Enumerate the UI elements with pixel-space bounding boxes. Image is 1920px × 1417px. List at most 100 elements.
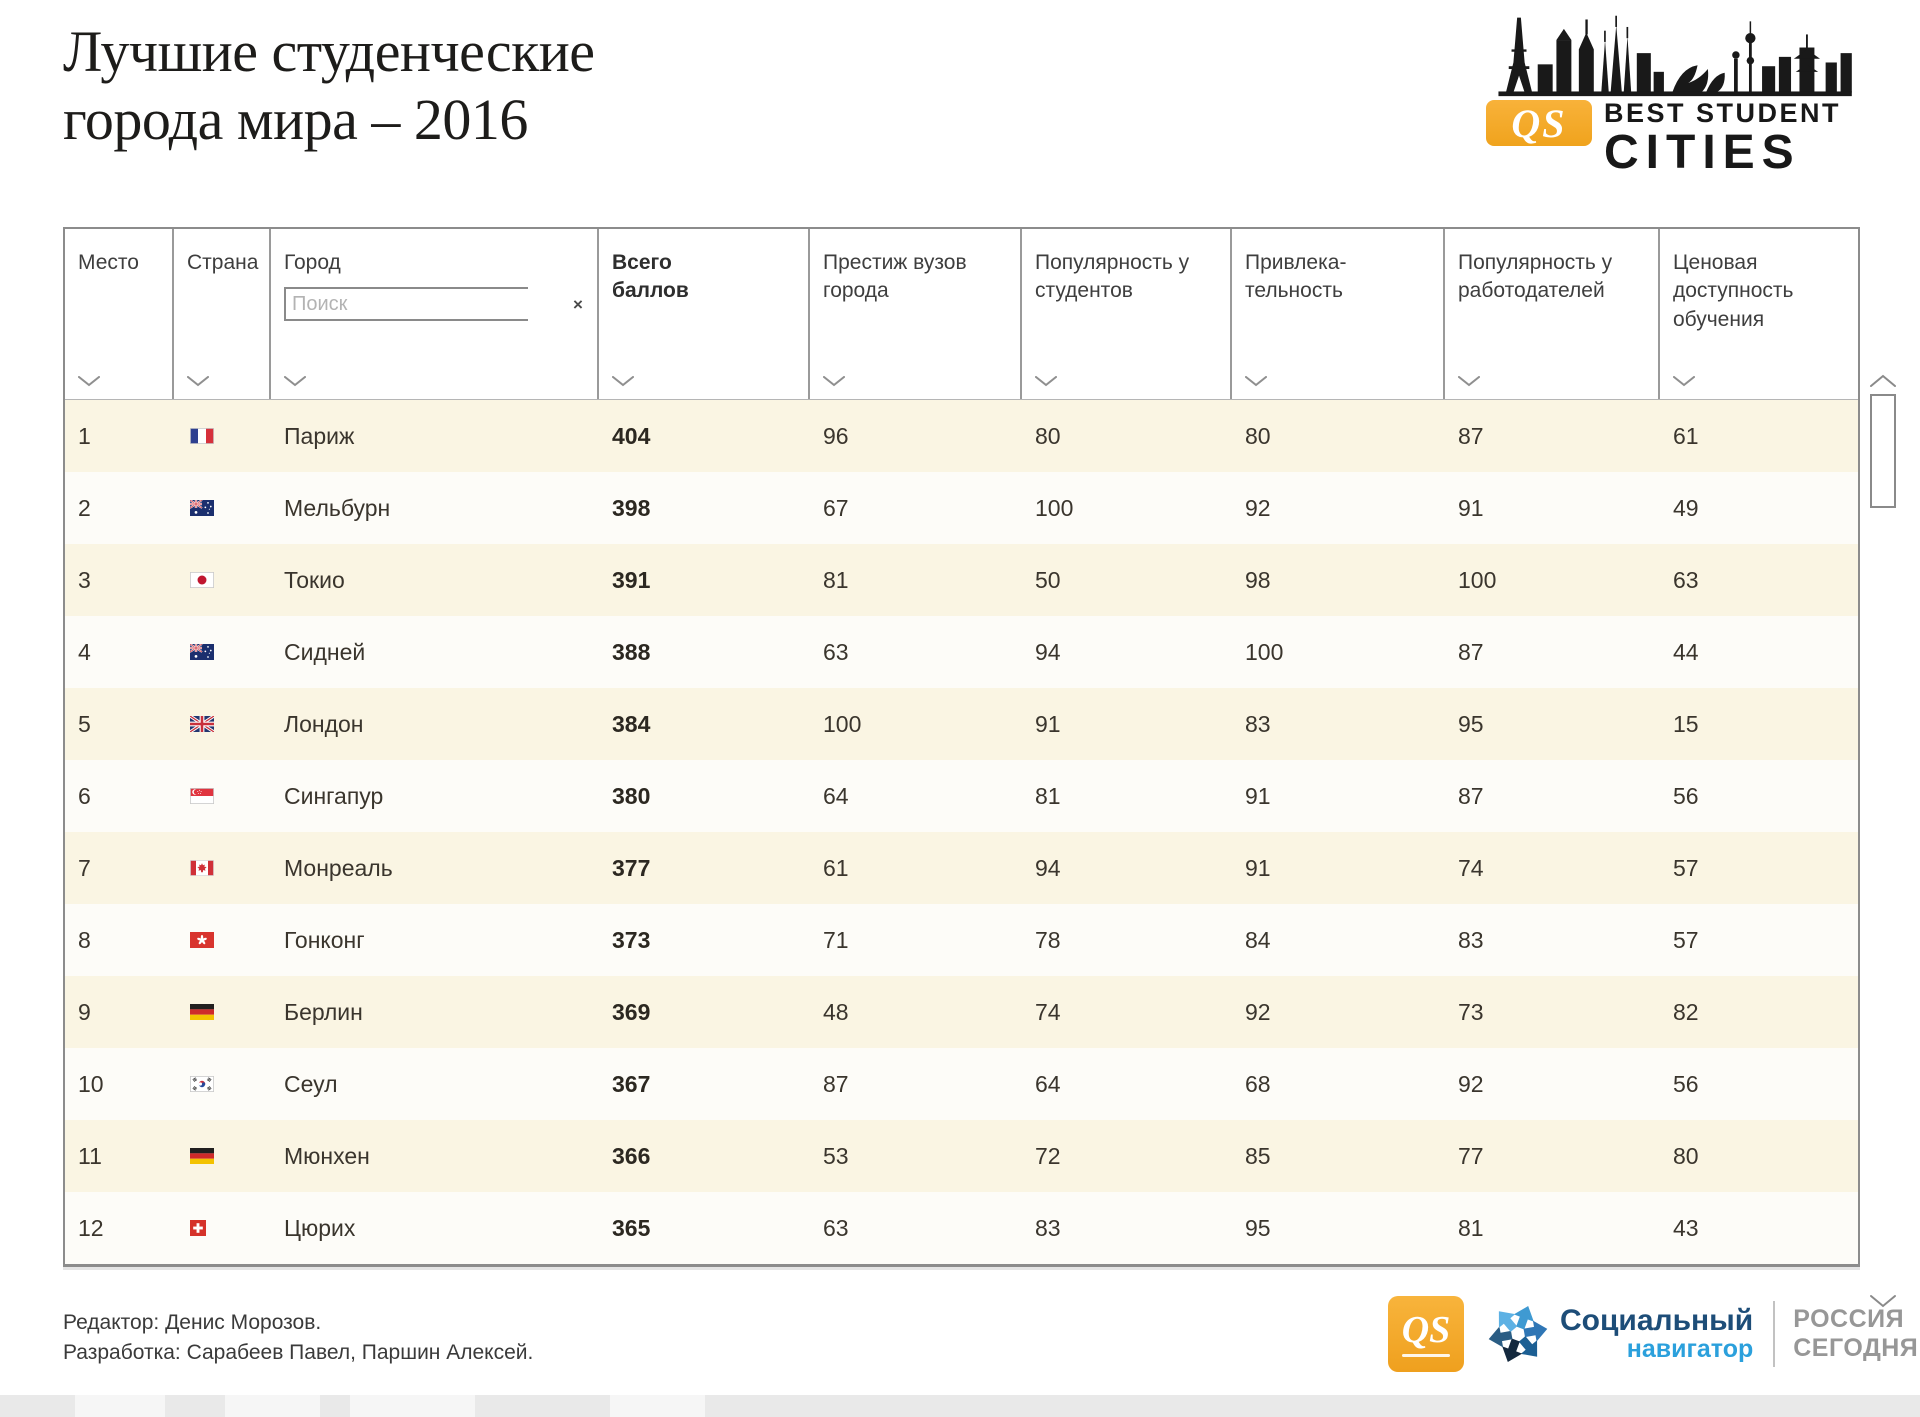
clear-search-icon[interactable]: × bbox=[573, 294, 583, 314]
employer-popularity-cell: 83 bbox=[1458, 926, 1484, 953]
city-cell: Берлин bbox=[284, 998, 363, 1025]
column-header-country[interactable]: Страна bbox=[174, 229, 271, 399]
city-cell: Мюнхен bbox=[284, 1142, 370, 1169]
column-header-rank[interactable]: Место bbox=[65, 229, 174, 399]
sort-chevron-down-icon[interactable] bbox=[187, 376, 209, 387]
footer-logos: QS Социальный навигатор РОССИЯ СЕГОДНЯ bbox=[1388, 1296, 1918, 1372]
sort-chevron-down-icon[interactable] bbox=[78, 376, 100, 387]
qs-badge-text: QS bbox=[1511, 100, 1567, 146]
student-popularity-cell: 91 bbox=[1035, 710, 1061, 737]
sort-chevron-down-icon[interactable] bbox=[1673, 376, 1695, 387]
total-score-cell: 380 bbox=[612, 782, 651, 809]
employer-popularity-cell: 77 bbox=[1458, 1142, 1484, 1169]
affordability-cell: 63 bbox=[1673, 566, 1699, 593]
country-flag-icon bbox=[174, 1004, 271, 1020]
table-row: 12 Цюрих 365 63 83 95 81 43 bbox=[65, 1192, 1858, 1264]
column-label: Место bbox=[78, 251, 139, 274]
sort-chevron-down-icon[interactable] bbox=[284, 376, 306, 387]
column-header-attractiveness[interactable]: Привлека- тельность bbox=[1232, 229, 1445, 399]
column-header-total[interactable]: Всего баллов bbox=[599, 229, 810, 399]
column-label: Популярность у студентов bbox=[1035, 251, 1190, 303]
country-flag-icon bbox=[174, 1148, 271, 1164]
total-score-cell: 366 bbox=[612, 1142, 651, 1169]
employer-popularity-cell: 95 bbox=[1458, 710, 1484, 737]
employer-popularity-cell: 92 bbox=[1458, 1070, 1484, 1097]
country-flag-icon bbox=[174, 500, 271, 516]
column-header-affordability[interactable]: Ценовая доступность обучения bbox=[1660, 229, 1858, 399]
table-row: 10 Сеул 367 87 64 68 92 56 bbox=[65, 1048, 1858, 1120]
table-row: 6 Сингапур 380 64 81 91 87 56 bbox=[65, 760, 1858, 832]
employer-popularity-cell: 73 bbox=[1458, 998, 1484, 1025]
country-flag-icon bbox=[174, 428, 271, 444]
country-flag-icon bbox=[174, 932, 271, 948]
affordability-cell: 56 bbox=[1673, 1070, 1699, 1097]
column-header-employer-popularity[interactable]: Популярность у работодателей bbox=[1445, 229, 1660, 399]
affordability-cell: 57 bbox=[1673, 854, 1699, 881]
table-row: 4 Сидней 388 63 94 100 87 44 bbox=[65, 616, 1858, 688]
prestige-cell: 63 bbox=[823, 1214, 849, 1241]
sort-chevron-down-icon[interactable] bbox=[1245, 376, 1267, 387]
affordability-cell: 82 bbox=[1673, 998, 1699, 1025]
column-header-prestige[interactable]: Престиж вузов города bbox=[810, 229, 1022, 399]
credits: Редактор: Денис Морозов. Разработка: Сар… bbox=[63, 1308, 533, 1369]
vertical-scrollbar bbox=[1864, 374, 1902, 1308]
attractiveness-cell: 83 bbox=[1245, 710, 1271, 737]
scrollbar-thumb[interactable] bbox=[1870, 394, 1896, 508]
qs-badge: QS bbox=[1486, 100, 1592, 146]
column-header-student-popularity[interactable]: Популярность у студентов bbox=[1022, 229, 1232, 399]
total-score-cell: 391 bbox=[612, 566, 651, 593]
prestige-cell: 48 bbox=[823, 998, 849, 1025]
city-search-input[interactable] bbox=[286, 289, 563, 320]
credit-developers: Разработка: Сарабеев Павел, Паршин Алекс… bbox=[63, 1341, 534, 1365]
student-popularity-cell: 74 bbox=[1035, 998, 1061, 1025]
city-cell: Сеул bbox=[284, 1070, 338, 1097]
social-navigator-pinwheel-icon bbox=[1488, 1306, 1548, 1362]
rank-cell: 3 bbox=[78, 566, 91, 593]
scroll-up-icon[interactable] bbox=[1869, 374, 1897, 388]
bottom-strip-block bbox=[225, 1395, 320, 1417]
city-cell: Мельбурн bbox=[284, 494, 391, 521]
country-flag-icon bbox=[174, 716, 271, 732]
country-flag-icon bbox=[174, 572, 271, 588]
sort-chevron-down-icon[interactable] bbox=[1035, 376, 1057, 387]
student-popularity-cell: 81 bbox=[1035, 782, 1061, 809]
employer-popularity-cell: 74 bbox=[1458, 854, 1484, 881]
table-row: 8 Гонконг 373 71 78 84 83 57 bbox=[65, 904, 1858, 976]
prestige-cell: 67 bbox=[823, 494, 849, 521]
city-cell: Монреаль bbox=[284, 854, 393, 881]
total-score-cell: 388 bbox=[612, 638, 651, 665]
sort-chevron-down-icon[interactable] bbox=[823, 376, 845, 387]
student-popularity-cell: 83 bbox=[1035, 1214, 1061, 1241]
rossiya-segodnya-line1: РОССИЯ bbox=[1793, 1305, 1905, 1334]
prestige-cell: 81 bbox=[823, 566, 849, 593]
affordability-cell: 80 bbox=[1673, 1142, 1699, 1169]
student-popularity-cell: 80 bbox=[1035, 422, 1061, 449]
attractiveness-cell: 92 bbox=[1245, 494, 1271, 521]
bottom-strip bbox=[0, 1395, 1920, 1417]
prestige-cell: 87 bbox=[823, 1070, 849, 1097]
employer-popularity-cell: 91 bbox=[1458, 494, 1484, 521]
city-cell: Цюрих bbox=[284, 1214, 356, 1241]
prestige-cell: 100 bbox=[823, 710, 862, 737]
table-row: 9 Берлин 369 48 74 92 73 82 bbox=[65, 976, 1858, 1048]
total-score-cell: 365 bbox=[612, 1214, 651, 1241]
sort-chevron-down-icon[interactable] bbox=[612, 376, 634, 387]
employer-popularity-cell: 81 bbox=[1458, 1214, 1484, 1241]
student-popularity-cell: 72 bbox=[1035, 1142, 1061, 1169]
sort-chevron-down-icon[interactable] bbox=[1458, 376, 1480, 387]
country-flag-icon bbox=[174, 1220, 271, 1236]
rank-cell: 11 bbox=[78, 1142, 102, 1169]
table-row: 3 Токио 391 81 50 98 100 63 bbox=[65, 544, 1858, 616]
social-navigator-line1: Социальный bbox=[1560, 1303, 1754, 1337]
city-cell: Гонконг bbox=[284, 926, 365, 953]
brand-line2: CITIES bbox=[1604, 126, 1801, 179]
brand-line1: BEST STUDENT bbox=[1604, 98, 1842, 128]
column-label: Город bbox=[284, 251, 341, 274]
qs-logo: QS bbox=[1388, 1296, 1464, 1372]
scroll-down-icon[interactable] bbox=[1869, 1294, 1897, 1308]
column-header-city[interactable]: Город × bbox=[271, 229, 599, 399]
affordability-cell: 61 bbox=[1673, 422, 1699, 449]
rank-cell: 12 bbox=[78, 1214, 104, 1241]
qs-logo-text: QS bbox=[1401, 1309, 1451, 1351]
